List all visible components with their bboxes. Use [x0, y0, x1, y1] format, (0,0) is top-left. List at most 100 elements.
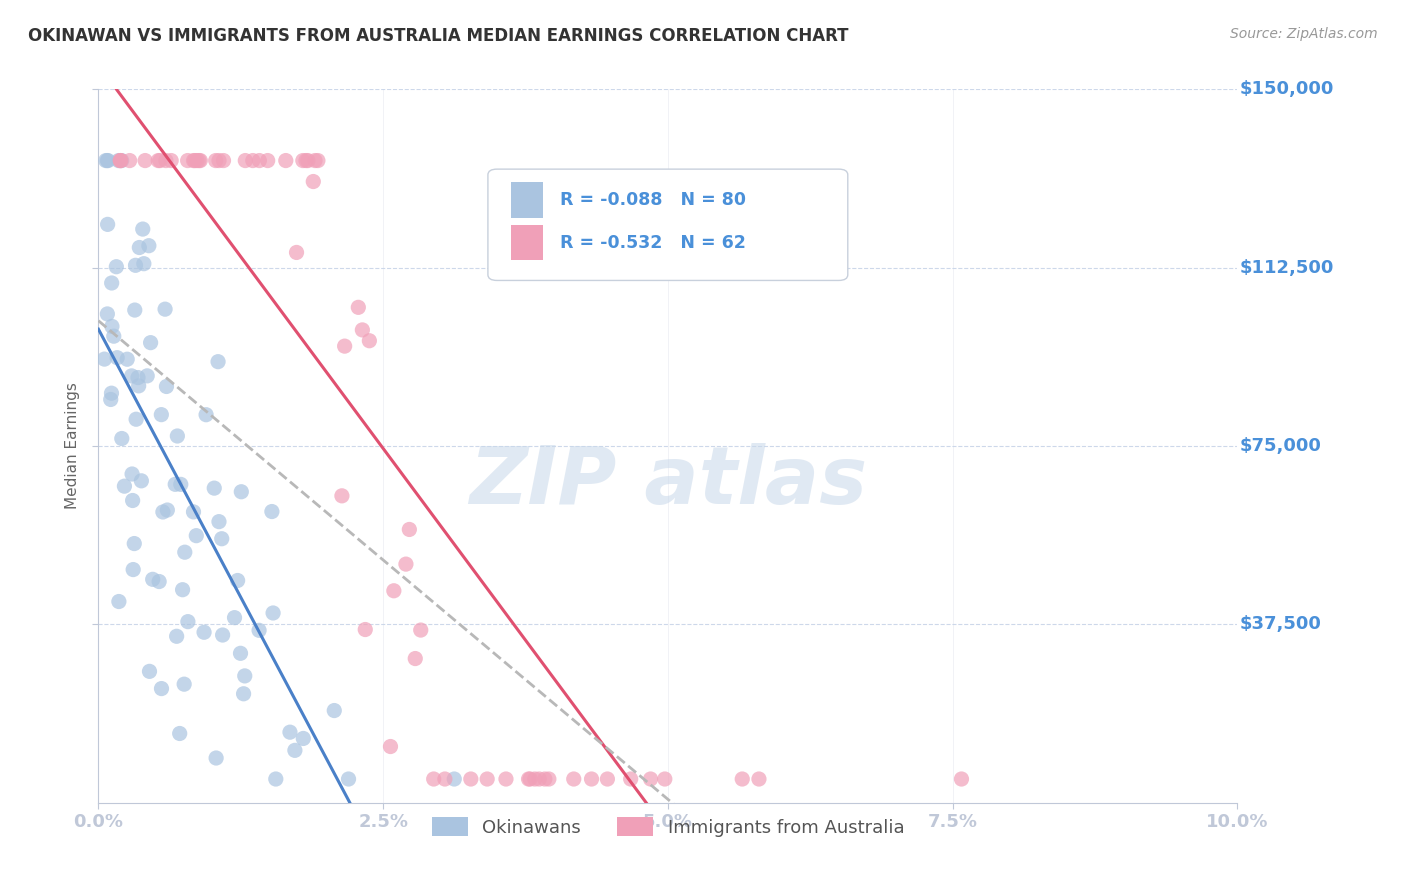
- Point: [640, 772, 662, 786]
- Point: [398, 523, 420, 537]
- Point: [211, 628, 233, 642]
- Text: $112,500: $112,500: [1240, 259, 1334, 277]
- Point: [127, 370, 149, 384]
- Point: [97, 218, 120, 232]
- Point: [108, 594, 131, 608]
- Point: [211, 532, 233, 546]
- Point: [224, 610, 246, 624]
- Point: [278, 725, 301, 739]
- Point: [233, 669, 256, 683]
- Point: [529, 772, 551, 786]
- Point: [291, 153, 314, 168]
- Point: [264, 772, 287, 786]
- Point: [122, 563, 145, 577]
- Point: [184, 153, 207, 168]
- Point: [519, 772, 541, 786]
- Text: Source: ZipAtlas.com: Source: ZipAtlas.com: [1230, 27, 1378, 41]
- Point: [115, 352, 138, 367]
- Point: [94, 153, 117, 168]
- Point: [105, 260, 128, 274]
- Point: [284, 743, 307, 757]
- Point: [581, 772, 603, 786]
- Point: [229, 646, 252, 660]
- Point: [173, 677, 195, 691]
- Point: [172, 582, 194, 597]
- Point: [136, 368, 159, 383]
- Point: [183, 153, 205, 168]
- Point: [169, 726, 191, 740]
- Point: [404, 651, 426, 665]
- Point: [170, 477, 193, 491]
- Point: [183, 505, 205, 519]
- Point: [537, 772, 560, 786]
- Point: [354, 623, 377, 637]
- Point: [333, 339, 356, 353]
- Point: [231, 484, 253, 499]
- Point: [128, 379, 150, 393]
- Point: [260, 504, 283, 518]
- Point: [523, 772, 546, 786]
- Y-axis label: Median Earnings: Median Earnings: [65, 383, 80, 509]
- Point: [153, 302, 176, 317]
- Point: [111, 432, 134, 446]
- Point: [160, 153, 183, 168]
- Point: [262, 606, 284, 620]
- Point: [173, 545, 195, 559]
- Point: [110, 153, 132, 168]
- Text: R = -0.532   N = 62: R = -0.532 N = 62: [560, 234, 745, 252]
- Point: [352, 323, 374, 337]
- Text: OKINAWAN VS IMMIGRANTS FROM AUSTRALIA MEDIAN EARNINGS CORRELATION CHART: OKINAWAN VS IMMIGRANTS FROM AUSTRALIA ME…: [28, 27, 849, 45]
- Point: [208, 515, 231, 529]
- Point: [186, 153, 208, 168]
- Point: [149, 153, 172, 168]
- Point: [347, 301, 370, 315]
- Point: [359, 334, 381, 348]
- Point: [156, 503, 179, 517]
- Point: [204, 153, 226, 168]
- Point: [176, 153, 198, 168]
- Point: [96, 307, 118, 321]
- Point: [295, 153, 318, 168]
- Legend: Okinawans, Immigrants from Australia: Okinawans, Immigrants from Australia: [425, 810, 911, 844]
- Point: [654, 772, 676, 786]
- Point: [533, 772, 555, 786]
- Point: [139, 335, 162, 350]
- Point: [111, 153, 134, 168]
- Point: [100, 392, 122, 407]
- Point: [166, 629, 188, 643]
- Point: [409, 623, 432, 637]
- Point: [142, 572, 165, 586]
- Point: [112, 479, 135, 493]
- Point: [103, 329, 125, 343]
- Point: [150, 408, 173, 422]
- Point: [382, 583, 405, 598]
- Point: [433, 772, 456, 786]
- Point: [110, 153, 132, 168]
- Point: [292, 731, 315, 746]
- Text: R = -0.088   N = 80: R = -0.088 N = 80: [560, 191, 745, 209]
- FancyBboxPatch shape: [510, 225, 543, 260]
- Point: [96, 153, 118, 168]
- Point: [150, 681, 173, 696]
- Point: [124, 258, 146, 272]
- Point: [304, 153, 326, 168]
- Point: [226, 574, 249, 588]
- Point: [620, 772, 643, 786]
- Point: [107, 153, 129, 168]
- Text: ZIP atlas: ZIP atlas: [468, 442, 868, 521]
- Point: [132, 222, 155, 236]
- Point: [118, 153, 141, 168]
- Point: [188, 153, 211, 168]
- Point: [495, 772, 517, 786]
- Point: [748, 772, 770, 786]
- Point: [155, 153, 177, 168]
- Point: [166, 429, 188, 443]
- Text: $75,000: $75,000: [1240, 437, 1322, 455]
- Point: [208, 153, 231, 168]
- Point: [443, 772, 465, 786]
- Point: [212, 153, 235, 168]
- Point: [205, 751, 228, 765]
- Point: [422, 772, 444, 786]
- Point: [165, 477, 187, 491]
- Point: [93, 352, 115, 367]
